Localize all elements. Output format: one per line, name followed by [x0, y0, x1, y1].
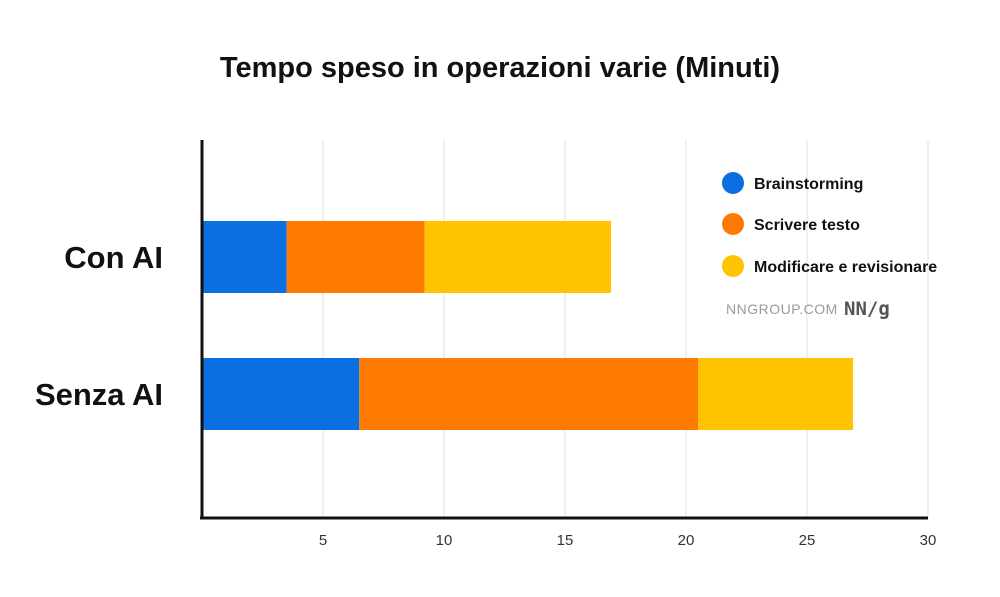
legend-swatch — [722, 255, 744, 277]
bars — [202, 221, 853, 430]
category-label: Con AI — [64, 240, 163, 275]
bar-segment — [698, 358, 853, 430]
legend-swatch — [722, 213, 744, 235]
legend-swatch — [722, 172, 744, 194]
bar-segment — [286, 221, 425, 293]
x-tick-label: 30 — [920, 532, 937, 549]
category-label: Senza AI — [35, 377, 163, 412]
source-site-label: NNGROUP.COM — [726, 301, 838, 317]
x-tick-labels: 5 10 15 20 25 30 — [319, 532, 937, 549]
axes — [200, 140, 928, 520]
category-labels: Con AI Senza AI — [35, 240, 163, 412]
x-tick-label: 10 — [436, 532, 453, 549]
x-tick-label: 15 — [557, 532, 574, 549]
x-tick-label: 25 — [799, 532, 816, 549]
chart-title: Tempo speso in operazioni varie (Minuti) — [219, 52, 781, 84]
source-credit: NNGROUP.COM NN/g — [726, 298, 890, 320]
bar-segment — [424, 221, 611, 293]
bar-segment — [202, 358, 360, 430]
legend-label: Scrivere testo — [754, 217, 860, 234]
bar-segment — [202, 221, 287, 293]
legend-label: Modificare e revisionare — [754, 259, 937, 276]
bar-segment — [359, 358, 699, 430]
source-brand-logo: NN/g — [844, 298, 890, 320]
legend-label: Brainstorming — [754, 176, 863, 193]
gridlines — [322, 140, 929, 518]
x-tick-label: 5 — [319, 532, 327, 549]
legend: Brainstorming Scrivere testo Modificare e … — [722, 172, 937, 277]
x-tick-label: 20 — [678, 532, 695, 549]
